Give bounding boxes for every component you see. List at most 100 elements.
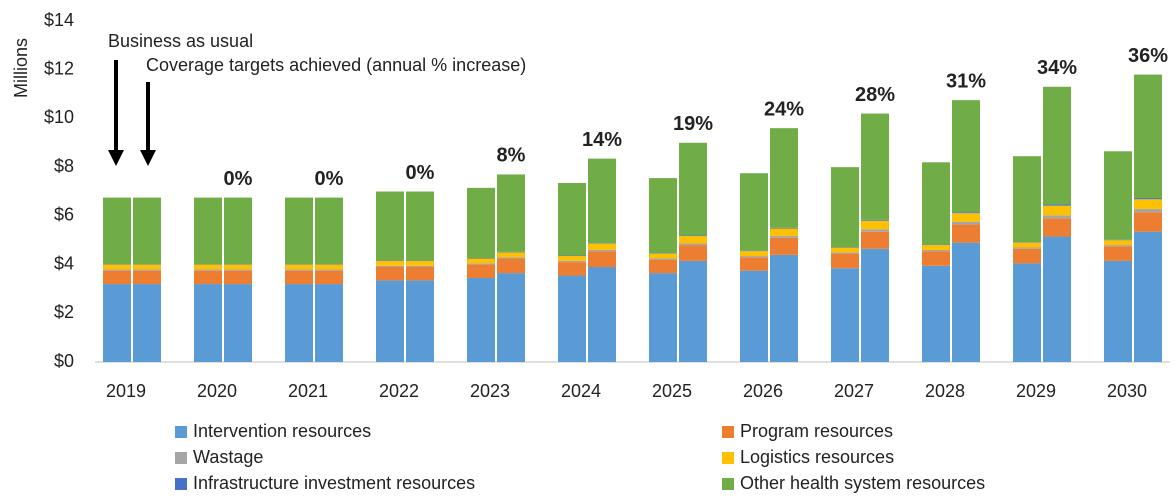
bar-segment [679, 236, 707, 243]
increase-label: 14% [582, 129, 622, 151]
y-tick-label: $4 [54, 253, 74, 273]
bar-segment [861, 232, 889, 249]
bar-segment [558, 183, 586, 256]
bar-segment [406, 261, 434, 266]
bar-segment [224, 271, 252, 284]
increase-label: 19% [673, 113, 713, 135]
bar-segment [831, 254, 859, 269]
bar-segment [497, 258, 525, 273]
bar-segment [224, 265, 252, 270]
bar-segment [588, 244, 616, 250]
x-tick-label: 2026 [743, 381, 783, 401]
legend-swatch [175, 426, 187, 438]
increase-label: 28% [855, 84, 895, 106]
bar-segment [194, 269, 222, 270]
arrows [108, 60, 156, 166]
x-tick-label: 2022 [379, 381, 419, 401]
bar-segment [224, 284, 252, 362]
bar-segment [194, 265, 222, 270]
bar-segment [467, 278, 495, 362]
bar-segment [740, 256, 768, 257]
bar-segment [1134, 198, 1162, 199]
bar-segment [740, 251, 768, 256]
bar-segment [315, 271, 343, 284]
bar-segment [285, 284, 313, 362]
x-tick-label: 2021 [288, 381, 328, 401]
bar-segment [1043, 206, 1071, 216]
legend-swatch [175, 478, 187, 490]
bar-segment [194, 284, 222, 362]
bar-segment [406, 280, 434, 362]
bar-segment [406, 267, 434, 280]
bar-segment [103, 271, 131, 284]
bar-segment [467, 258, 495, 263]
bar-segment [952, 100, 980, 212]
bar-segment [1104, 261, 1132, 362]
bar-segment [679, 143, 707, 236]
bar-segment [133, 271, 161, 284]
y-tick-label: $2 [54, 302, 74, 322]
bar-segment [1134, 75, 1162, 198]
bar-segment [497, 257, 525, 258]
bar-segment [467, 188, 495, 258]
bar-segment [133, 265, 161, 270]
bar-segment [224, 198, 252, 264]
x-tick-label: 2024 [561, 381, 601, 401]
bar-segment [194, 198, 222, 264]
legend-label: Wastage [193, 447, 263, 467]
bar-segment [861, 114, 889, 220]
legend-swatch [722, 426, 734, 438]
bar-segment [831, 268, 859, 362]
bar-segment [952, 243, 980, 362]
bar-segment [406, 192, 434, 261]
bar-segment [315, 265, 343, 270]
y-tick-label: $6 [54, 205, 74, 225]
legend-label: Other health system resources [740, 473, 985, 493]
bar-segment [952, 212, 980, 213]
legend-label: Logistics resources [740, 447, 894, 467]
bar-segment [133, 269, 161, 270]
x-tick-label: 2029 [1016, 381, 1056, 401]
bar-segment [1104, 245, 1132, 246]
y-tick-label: $12 [44, 58, 74, 78]
legend-swatch [722, 478, 734, 490]
bar-segment [1013, 249, 1041, 264]
bar-segment [922, 250, 950, 251]
bar-segment [770, 255, 798, 362]
x-tick-label: 2027 [834, 381, 874, 401]
bar-segment [679, 235, 707, 236]
bar-segment [376, 261, 404, 266]
bar-segment [831, 252, 859, 253]
bar-segment [1013, 263, 1041, 362]
bar-segment [922, 266, 950, 362]
bar-segment [133, 198, 161, 264]
legend-swatch [722, 452, 734, 464]
bar-segment [1043, 218, 1071, 236]
bar-segment [831, 167, 859, 247]
increase-label: 0% [315, 168, 344, 190]
x-tick-label: 2025 [652, 381, 692, 401]
bar-segment [649, 260, 677, 273]
bar-segment [103, 198, 131, 264]
bar-segment [679, 243, 707, 245]
bar-segment [770, 238, 798, 255]
x-tick-label: 2028 [925, 381, 965, 401]
annotation: Coverage targets achieved (annual % incr… [146, 55, 526, 75]
bar-segment [406, 266, 434, 267]
x-tick-label: 2023 [470, 381, 510, 401]
y-tick-label: $0 [54, 351, 74, 371]
bar-segment [194, 271, 222, 284]
bar-segment [558, 276, 586, 362]
bar-segment [497, 252, 525, 257]
bar-segment [1104, 246, 1132, 261]
x-tick-label: 2020 [197, 381, 237, 401]
bar-segment [588, 159, 616, 244]
bar-segment [679, 245, 707, 261]
bar-segment [285, 265, 313, 270]
bar-segment [770, 229, 798, 236]
bar-segment [315, 284, 343, 362]
legend-label: Infrastructure investment resources [193, 473, 475, 493]
bar-segment [285, 198, 313, 264]
bar-segment [376, 267, 404, 280]
